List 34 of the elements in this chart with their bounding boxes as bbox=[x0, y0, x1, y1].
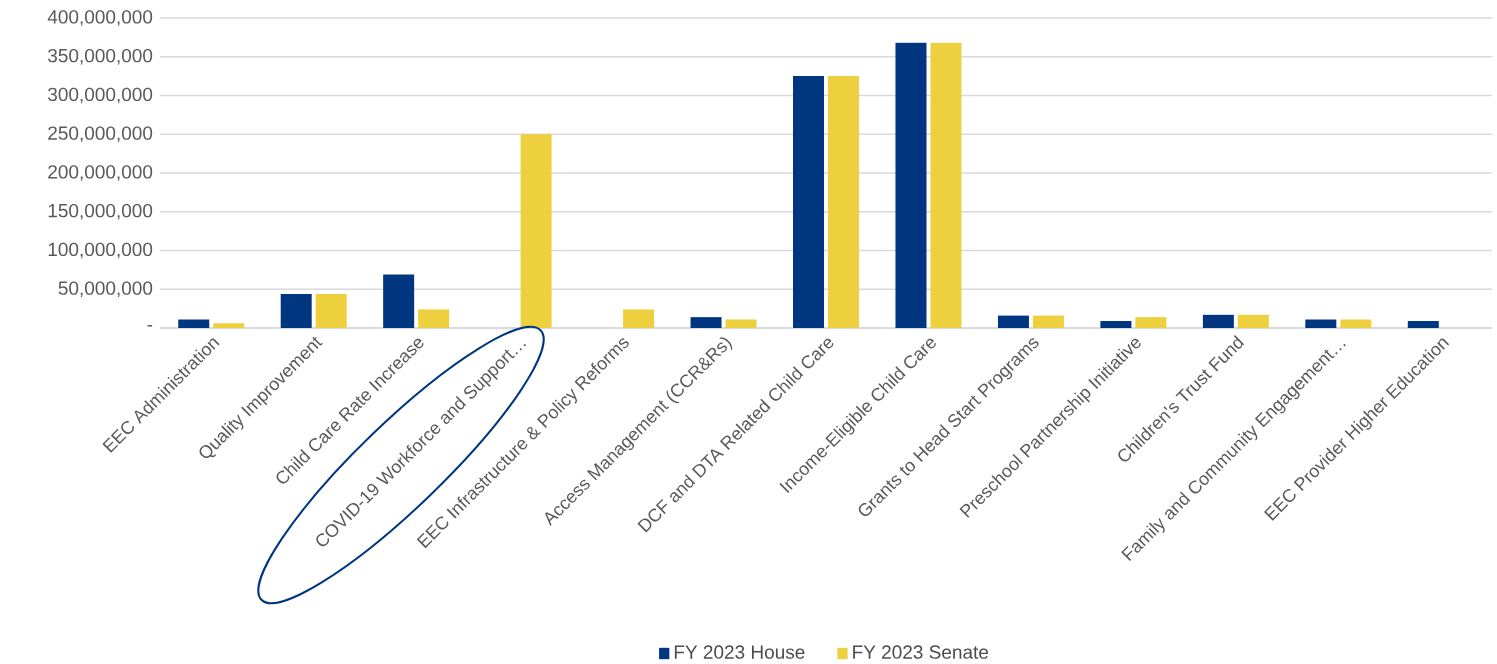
bar bbox=[1032, 315, 1064, 328]
bar bbox=[1237, 314, 1269, 328]
bar bbox=[178, 319, 210, 328]
bar bbox=[725, 319, 757, 328]
bar bbox=[383, 274, 415, 328]
y-tick-label: 300,000,000 bbox=[48, 87, 153, 104]
bar bbox=[418, 309, 450, 328]
bar bbox=[997, 315, 1029, 328]
legend-label: FY 2023 Senate bbox=[853, 645, 989, 659]
legend-label: FY 2023 House bbox=[674, 645, 805, 659]
bar bbox=[1340, 319, 1372, 328]
y-tick-label: 350,000,000 bbox=[48, 48, 153, 65]
bar bbox=[828, 76, 860, 328]
bar bbox=[1135, 317, 1167, 328]
bar bbox=[895, 42, 927, 328]
bar bbox=[930, 42, 962, 328]
bar bbox=[1100, 321, 1132, 328]
y-tick-label: 100,000,000 bbox=[48, 242, 153, 259]
y-tick-label: 200,000,000 bbox=[48, 165, 153, 181]
bar bbox=[213, 323, 245, 328]
bar bbox=[1202, 314, 1234, 328]
bar bbox=[793, 76, 825, 328]
bar bbox=[690, 317, 722, 328]
bar bbox=[1407, 321, 1439, 328]
bar bbox=[623, 309, 655, 328]
y-tick-label: 150,000,000 bbox=[48, 203, 153, 220]
bar bbox=[520, 134, 552, 328]
y-tick-label: 400,000,000 bbox=[47, 10, 153, 26]
bar bbox=[315, 293, 347, 328]
y-tick-label: - bbox=[147, 325, 153, 327]
y-tick-label: 250,000,000 bbox=[48, 126, 153, 143]
bar bbox=[1305, 319, 1337, 328]
y-tick-label: 50,000,000 bbox=[58, 281, 153, 298]
bar bbox=[280, 293, 312, 328]
